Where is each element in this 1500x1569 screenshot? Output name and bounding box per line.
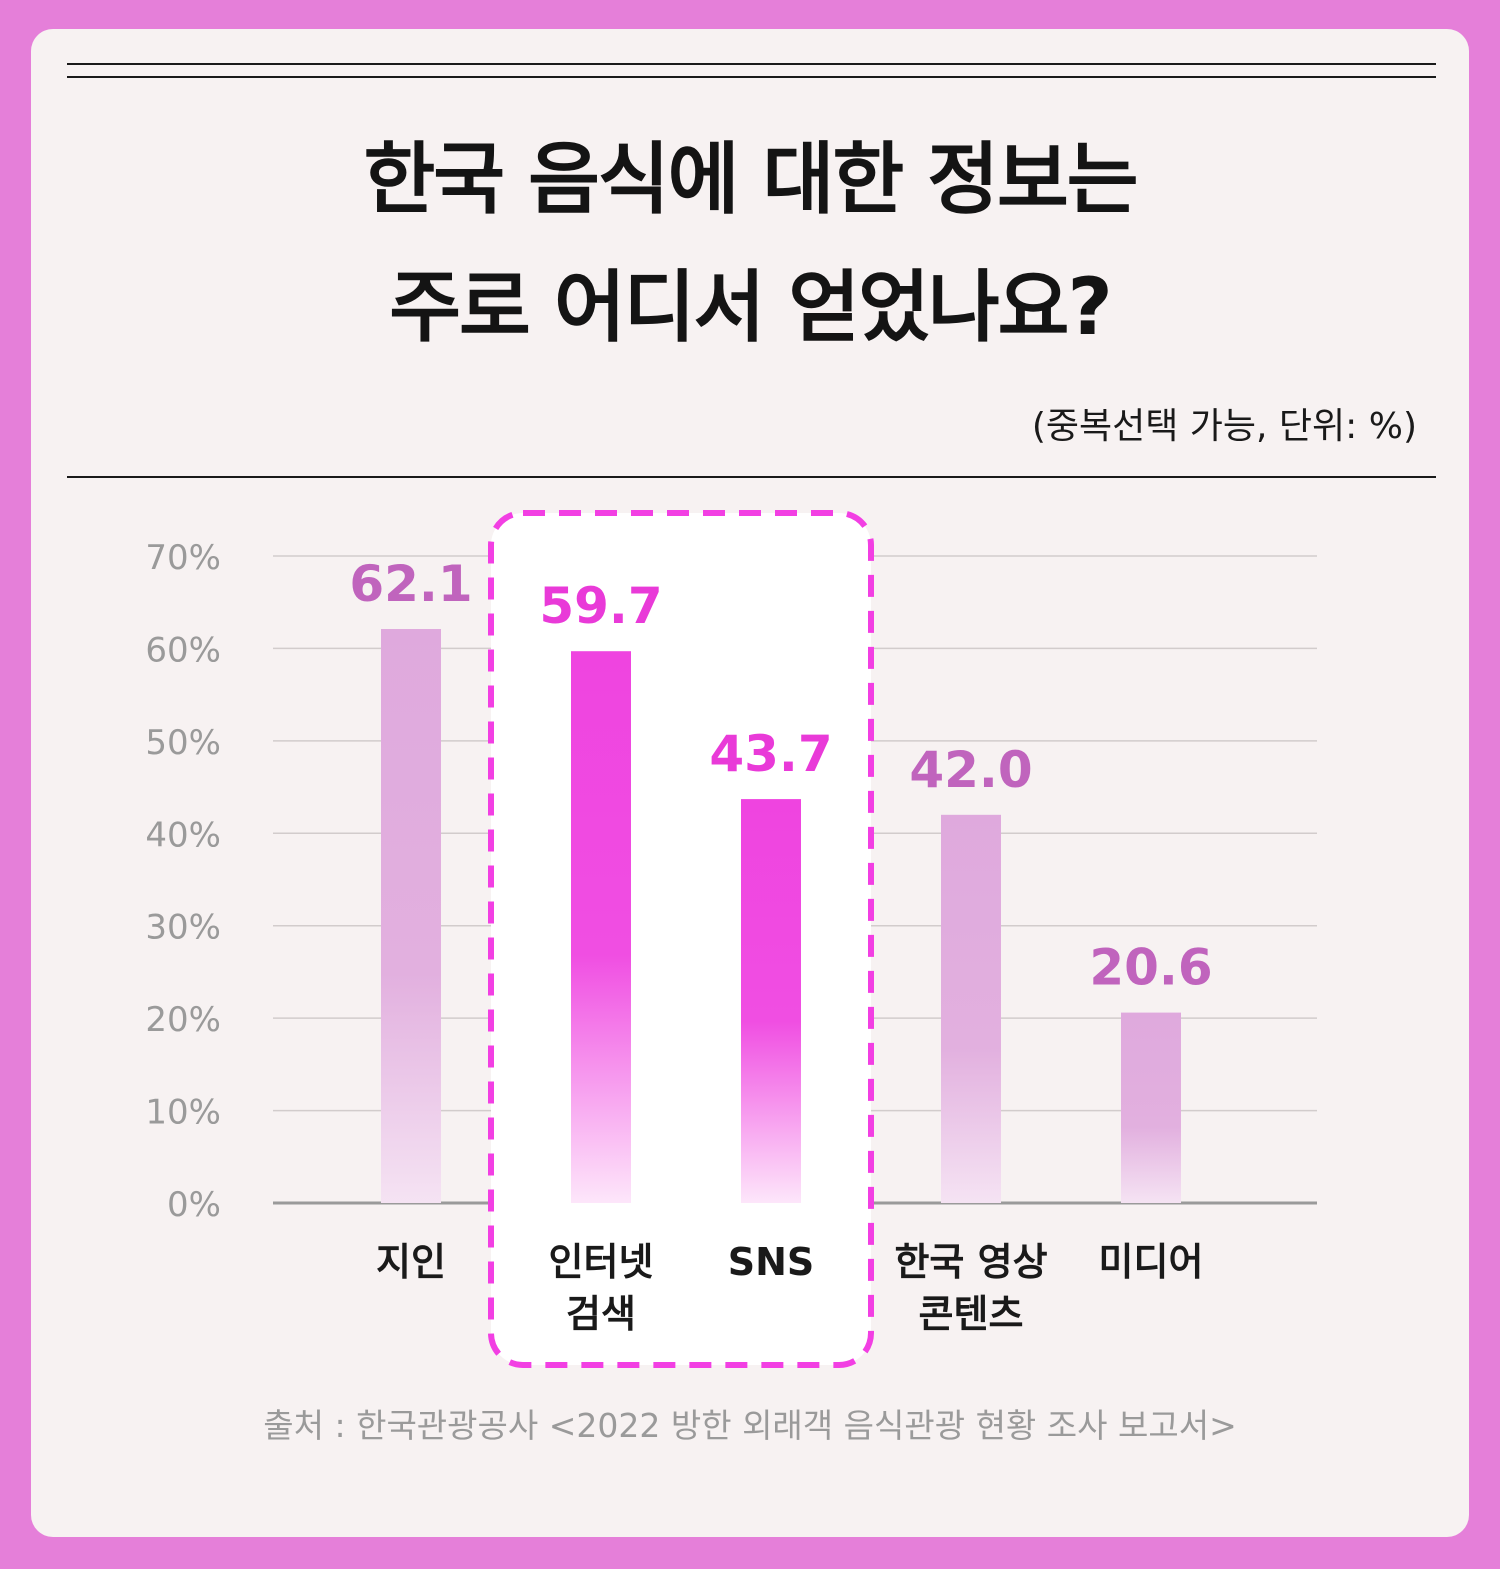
bar — [1121, 1012, 1181, 1203]
category-label: SNS — [728, 1240, 815, 1284]
category-label: 검색 — [566, 1292, 636, 1336]
highlight-box — [488, 510, 874, 1368]
category-label: 한국 영상 — [894, 1240, 1047, 1284]
title-line-2: 주로 어디서 얻었나요? — [31, 263, 1469, 357]
value-label: 42.0 — [909, 741, 1032, 799]
category-label: 지인 — [376, 1240, 446, 1284]
y-tick-label: 0% — [167, 1185, 221, 1225]
title-line-1: 한국 음식에 대한 정보는 — [363, 135, 1138, 225]
y-tick-label: 50% — [145, 723, 221, 763]
bar — [741, 799, 801, 1203]
y-tick-label: 30% — [145, 908, 221, 948]
category-label: 미디어 — [1099, 1240, 1204, 1284]
y-tick-label: 70% — [145, 538, 221, 578]
title-line-2-rest: 얻었나요? — [763, 263, 1112, 353]
value-label: 20.6 — [1089, 939, 1212, 997]
bar-layer — [381, 629, 1181, 1203]
bar — [941, 814, 1001, 1203]
bar — [381, 629, 441, 1203]
highlight-layer — [488, 510, 874, 1368]
title-highlight: 주로 어디서 — [381, 263, 772, 357]
value-label: 62.1 — [349, 555, 472, 613]
y-tick-label: 60% — [145, 630, 221, 670]
divider-rule — [67, 476, 1436, 478]
value-label: 43.7 — [709, 725, 832, 783]
category-label: 인터넷 — [549, 1240, 654, 1284]
y-tick-label: 40% — [145, 815, 221, 855]
source-note: 출처 : 한국관광공사 <2022 방한 외래객 음식관광 현황 조사 보고서> — [263, 1406, 1237, 1445]
value-label: 59.7 — [539, 577, 662, 635]
y-tick-label: 10% — [145, 1093, 221, 1133]
infographic-card: 한국 음식에 대한 정보는 주로 어디서 얻었나요? (중복선택 가능, 단위:… — [31, 29, 1469, 1537]
top-double-rule-upper — [67, 63, 1436, 65]
category-label: 콘텐츠 — [919, 1292, 1024, 1336]
unit-note: (중복선택 가능, 단위: %) — [1031, 406, 1417, 447]
y-tick-label: 20% — [145, 1000, 221, 1040]
top-double-rule-lower — [67, 76, 1436, 78]
bar — [571, 651, 631, 1203]
